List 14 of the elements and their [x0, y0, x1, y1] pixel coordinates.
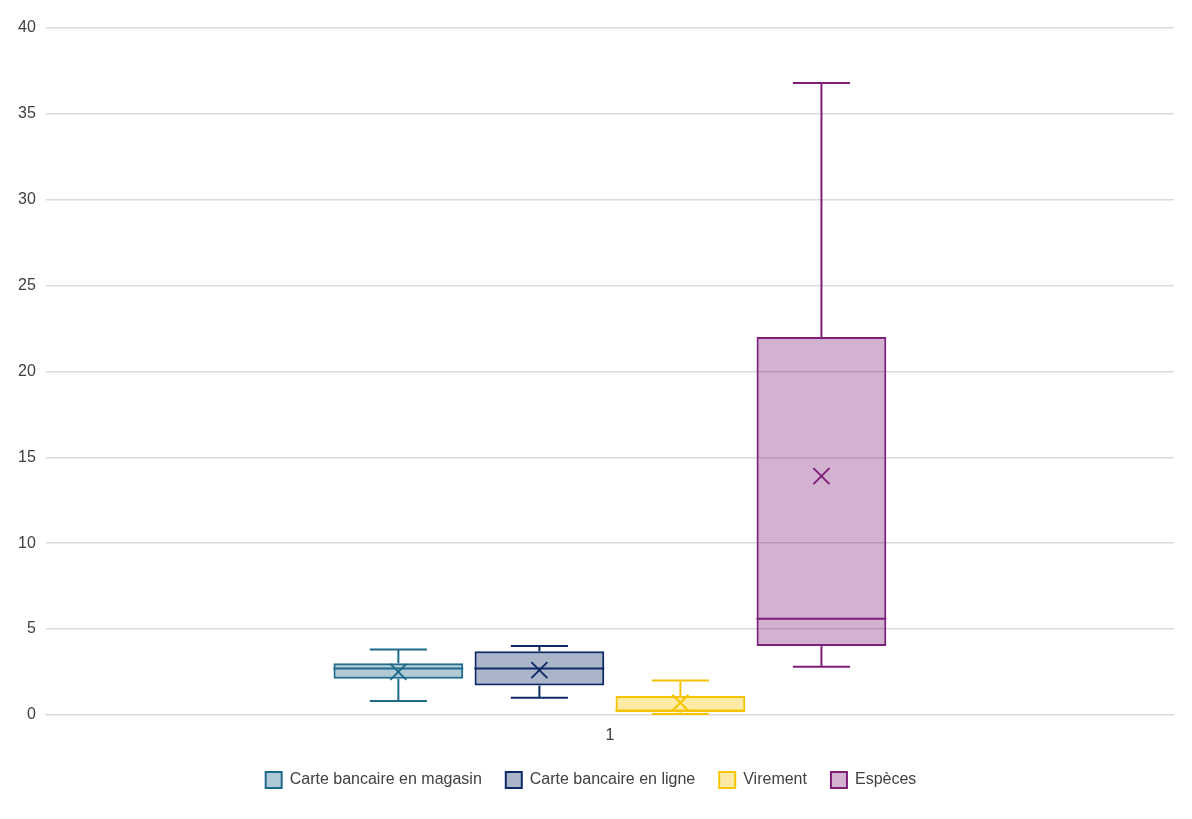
y-tick-label: 20 — [18, 361, 36, 379]
y-tick-label: 35 — [18, 104, 36, 122]
legend-label: Virement — [743, 770, 808, 788]
legend-label: Carte bancaire en ligne — [529, 770, 696, 788]
y-tick-label: 10 — [18, 533, 36, 551]
legend-label: Carte bancaire en magasin — [289, 770, 482, 788]
y-tick-label: 0 — [26, 705, 36, 723]
x-tick-label: 1 — [605, 725, 615, 743]
y-tick-label: 25 — [18, 275, 36, 293]
y-tick-label: 30 — [18, 190, 36, 208]
y-tick-label: 15 — [18, 447, 36, 465]
y-tick-label: 5 — [26, 619, 36, 637]
legend-label: Espèces — [854, 770, 917, 788]
y-tick-label: 40 — [18, 18, 36, 36]
